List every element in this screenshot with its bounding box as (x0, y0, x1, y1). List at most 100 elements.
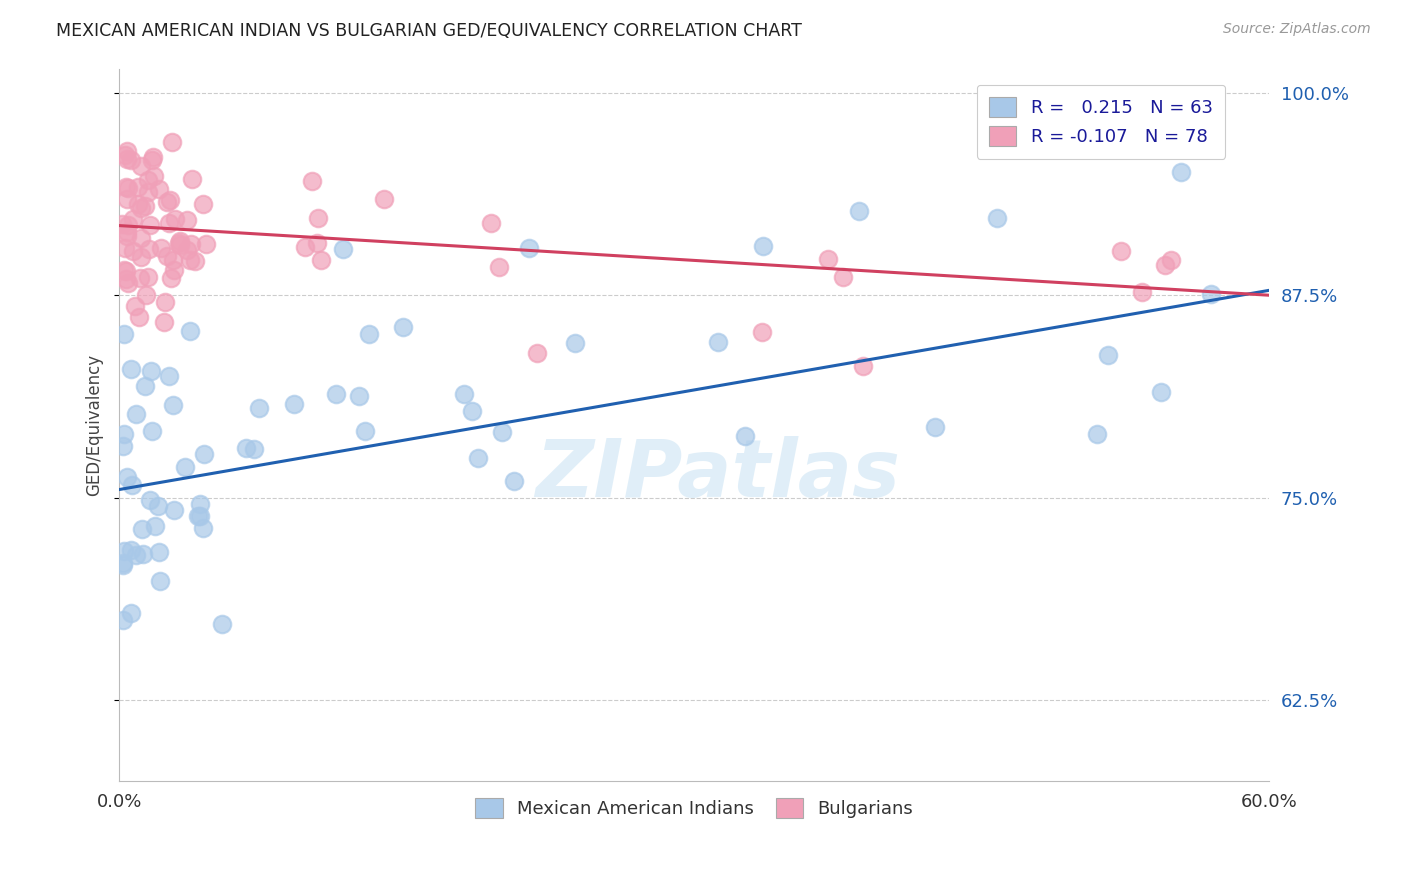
Point (294, 239, 316, 253)
Point (128, 310, 150, 324)
Point (134, 199, 156, 213)
Point (832, 269, 855, 284)
Point (1130, 285, 1153, 300)
Point (129, 250, 152, 264)
Point (160, 271, 183, 285)
Point (564, 336, 586, 351)
Point (111, 217, 134, 231)
Point (138, 242, 160, 256)
Point (188, 497, 211, 511)
Point (1109, 244, 1132, 258)
Point (924, 420, 946, 434)
Point (179, 253, 201, 268)
Point (502, 474, 524, 488)
Point (187, 508, 209, 523)
Point (120, 153, 142, 168)
Point (193, 196, 215, 211)
Text: MEXICAN AMERICAN INDIAN VS BULGARIAN GED/EQUIVALENCY CORRELATION CHART: MEXICAN AMERICAN INDIAN VS BULGARIAN GED… (56, 22, 801, 40)
Point (817, 252, 839, 266)
Point (191, 521, 214, 535)
Point (848, 204, 870, 219)
Point (127, 197, 149, 211)
Point (146, 499, 169, 513)
Point (332, 242, 354, 256)
Point (149, 574, 172, 588)
Point (125, 548, 148, 562)
Point (142, 169, 165, 184)
Point (131, 522, 153, 536)
Point (347, 389, 370, 403)
Point (307, 211, 329, 225)
Point (235, 441, 257, 455)
Point (112, 558, 135, 572)
Point (174, 460, 197, 475)
Point (160, 135, 183, 149)
Point (121, 244, 143, 259)
Point (301, 174, 323, 188)
Point (986, 211, 1008, 225)
Point (134, 379, 156, 393)
Point (114, 272, 136, 286)
Point (115, 152, 138, 166)
Point (354, 424, 377, 438)
Point (180, 172, 202, 186)
Point (117, 276, 139, 290)
Point (112, 613, 135, 627)
Point (131, 231, 153, 245)
Point (526, 346, 548, 360)
Point (117, 219, 139, 233)
Point (176, 213, 198, 227)
Point (115, 228, 138, 243)
Point (163, 211, 186, 226)
Point (247, 401, 270, 416)
Point (195, 237, 218, 252)
Point (467, 451, 489, 466)
Point (141, 153, 163, 167)
Point (162, 262, 184, 277)
Point (169, 234, 191, 248)
Point (142, 150, 165, 164)
Point (155, 294, 177, 309)
Point (141, 424, 163, 438)
Point (307, 236, 329, 251)
Point (112, 326, 135, 341)
Point (129, 201, 152, 215)
Point (162, 398, 184, 412)
Point (132, 548, 155, 562)
Point (156, 194, 179, 209)
Point (143, 519, 166, 533)
Point (706, 335, 728, 350)
Text: ZIPatlas: ZIPatlas (534, 435, 900, 514)
Point (461, 404, 484, 418)
Point (211, 616, 233, 631)
Point (115, 470, 138, 484)
Point (167, 236, 190, 251)
Point (121, 478, 143, 492)
Point (157, 216, 180, 230)
Point (162, 253, 184, 268)
Legend: Mexican American Indians, Bulgarians: Mexican American Indians, Bulgarians (468, 791, 920, 825)
Point (112, 543, 135, 558)
Point (392, 320, 415, 334)
Point (148, 544, 170, 558)
Point (117, 192, 139, 206)
Point (190, 509, 212, 524)
Point (117, 145, 139, 159)
Point (129, 159, 152, 173)
Point (179, 325, 201, 339)
Point (115, 180, 138, 194)
Point (138, 218, 160, 232)
Point (734, 429, 756, 443)
Point (112, 427, 135, 442)
Point (169, 238, 191, 252)
Point (283, 397, 305, 411)
Point (138, 270, 160, 285)
Point (852, 359, 875, 374)
Point (138, 185, 160, 199)
Point (1085, 426, 1108, 441)
Point (120, 362, 142, 376)
Point (117, 180, 139, 194)
Point (184, 254, 207, 268)
Point (112, 263, 135, 277)
Point (1170, 165, 1192, 179)
